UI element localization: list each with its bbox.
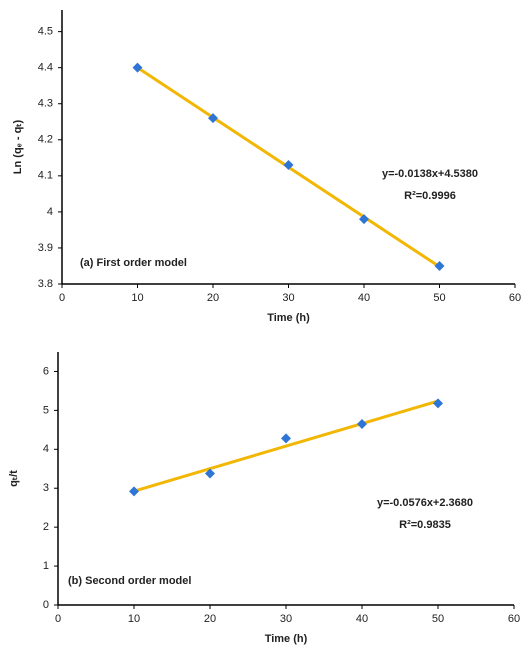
y-tick-label: 0 <box>43 599 49 611</box>
x-tick-label: 10 <box>131 292 143 304</box>
y-tick-label: 4 <box>47 206 53 218</box>
y-tick-label: 5 <box>43 404 49 416</box>
y-tick-label: 4.3 <box>38 98 53 110</box>
data-point <box>359 214 369 225</box>
x-tick-label: 60 <box>509 292 521 304</box>
y-tick-label: 3.8 <box>38 278 53 290</box>
x-tick-label: 10 <box>128 613 140 625</box>
x-tick-label: 20 <box>204 613 216 625</box>
model-label: (a) First order model <box>80 257 187 269</box>
x-tick-label: 0 <box>55 613 61 625</box>
x-tick-label: 50 <box>432 613 444 625</box>
y-tick-label: 4 <box>43 443 49 455</box>
data-point <box>357 419 367 430</box>
r-squared: R²=0.9835 <box>399 519 451 531</box>
y-tick-label: 1 <box>43 560 49 572</box>
x-tick-label: 20 <box>207 292 219 304</box>
x-tick-label: 40 <box>358 292 370 304</box>
data-point <box>205 468 215 479</box>
data-point <box>281 433 291 444</box>
y-tick-label: 4.5 <box>38 26 53 38</box>
x-tick-label: 0 <box>59 292 65 304</box>
y-tick-label: 6 <box>43 365 49 377</box>
equation: y=-0.0138x+4.5380 <box>382 168 478 180</box>
x-tick-label: 30 <box>280 613 292 625</box>
y-tick-label: 4.1 <box>38 170 53 182</box>
trendline <box>133 399 439 493</box>
data-point <box>433 398 443 409</box>
y-axis-label: qₜ/t <box>8 470 20 487</box>
equation: y=-0.0576x+2.3680 <box>377 497 473 509</box>
x-tick-label: 30 <box>282 292 294 304</box>
y-tick-label: 3.9 <box>38 242 53 254</box>
x-axis-label: Time (h) <box>267 312 310 324</box>
data-point <box>283 160 294 171</box>
y-tick-label: 4.4 <box>38 62 53 74</box>
x-tick-label: 40 <box>356 613 368 625</box>
y-axis-label: Ln (qₑ - qₜ) <box>12 119 24 174</box>
data-point <box>129 486 139 497</box>
x-tick-label: 50 <box>433 292 445 304</box>
data-point <box>434 260 445 271</box>
y-tick-label: 3 <box>43 482 49 494</box>
x-axis-label: Time (h) <box>265 633 308 645</box>
r-squared: R²=0.9996 <box>404 190 456 202</box>
model-label: (b) Second order model <box>68 575 191 587</box>
data-point <box>208 113 218 124</box>
y-tick-label: 2 <box>43 521 49 533</box>
data-point <box>132 62 143 73</box>
y-tick-label: 4.2 <box>38 134 53 146</box>
x-tick-label: 60 <box>508 613 520 625</box>
